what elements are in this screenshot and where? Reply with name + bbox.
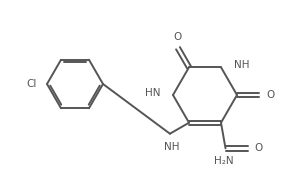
- Text: O: O: [174, 32, 182, 42]
- Text: NH: NH: [234, 60, 249, 70]
- Text: O: O: [255, 143, 263, 153]
- Text: H₂N: H₂N: [214, 156, 233, 166]
- Text: NH: NH: [164, 142, 180, 152]
- Text: O: O: [266, 90, 274, 100]
- Text: Cl: Cl: [27, 79, 37, 89]
- Text: HN: HN: [144, 88, 160, 98]
